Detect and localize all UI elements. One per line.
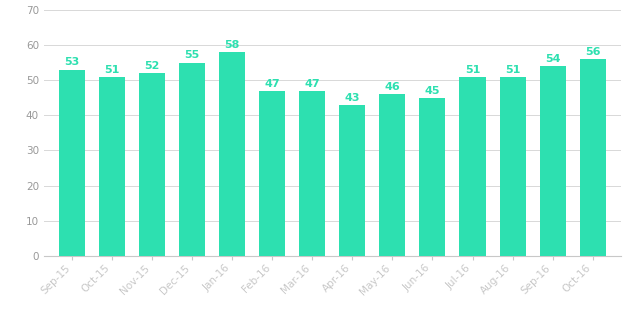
Bar (59, 70, 85, 256)
Bar (460, 77, 485, 256)
Bar (580, 59, 606, 256)
Bar (339, 105, 366, 256)
Text: 51: 51 (104, 65, 120, 74)
Text: 54: 54 (545, 54, 561, 64)
Text: 53: 53 (65, 57, 80, 68)
Text: 43: 43 (345, 92, 360, 103)
Text: 46: 46 (384, 82, 400, 92)
Bar (500, 77, 525, 256)
Bar (299, 91, 325, 256)
Bar (219, 52, 245, 256)
Text: 47: 47 (265, 79, 280, 89)
Bar (379, 94, 406, 256)
Text: 55: 55 (184, 51, 200, 60)
Bar (139, 73, 165, 256)
Text: 51: 51 (465, 65, 480, 74)
Bar (99, 77, 125, 256)
Text: 56: 56 (585, 47, 601, 57)
Bar (540, 66, 566, 256)
Text: 47: 47 (305, 79, 320, 89)
Bar (179, 63, 205, 256)
Text: 58: 58 (224, 40, 240, 50)
Text: 45: 45 (424, 86, 440, 95)
Bar (259, 91, 285, 256)
Text: 51: 51 (505, 65, 520, 74)
Text: 52: 52 (144, 61, 160, 71)
Bar (419, 98, 445, 256)
